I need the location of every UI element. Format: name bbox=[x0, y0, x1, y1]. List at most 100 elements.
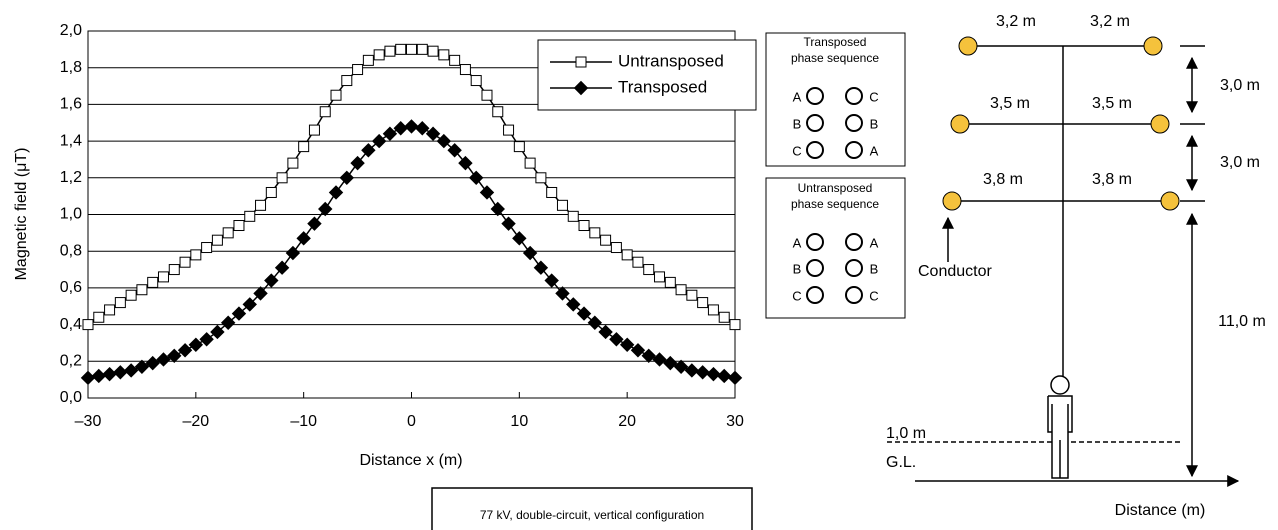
marker bbox=[222, 227, 234, 239]
marker bbox=[610, 242, 622, 254]
marker bbox=[104, 304, 116, 316]
phase-title: phase sequence bbox=[791, 197, 879, 211]
marker bbox=[319, 106, 331, 118]
marker bbox=[654, 271, 666, 283]
dim-label: 3,0 m bbox=[1220, 77, 1260, 94]
marker bbox=[93, 311, 105, 323]
marker bbox=[706, 366, 721, 382]
marker bbox=[641, 348, 656, 364]
marker bbox=[318, 201, 333, 217]
marker bbox=[276, 172, 288, 184]
marker bbox=[459, 64, 471, 76]
marker bbox=[436, 133, 452, 149]
phase-label: C bbox=[792, 143, 801, 158]
marker bbox=[157, 271, 169, 283]
marker bbox=[619, 337, 635, 352]
marker bbox=[145, 355, 160, 371]
phase-circle bbox=[806, 141, 824, 159]
y-tick-label: 1,8 bbox=[60, 59, 82, 76]
marker bbox=[231, 306, 247, 321]
dim-label: 3,2 m bbox=[996, 13, 1036, 30]
marker bbox=[255, 199, 267, 211]
marker bbox=[576, 306, 592, 321]
marker bbox=[501, 216, 516, 231]
marker bbox=[188, 337, 204, 352]
phase-circle bbox=[845, 286, 863, 304]
marker bbox=[468, 170, 484, 186]
phase-circle bbox=[845, 141, 863, 159]
y-tick-label: 0,4 bbox=[60, 316, 82, 333]
marker bbox=[371, 133, 387, 149]
marker bbox=[503, 124, 515, 136]
x-axis-label: Distance x (m) bbox=[359, 452, 462, 469]
phase-label: A bbox=[870, 235, 879, 250]
marker bbox=[274, 260, 290, 275]
marker bbox=[567, 210, 579, 222]
legend-label: Untransposed bbox=[618, 51, 724, 70]
marker bbox=[415, 121, 430, 136]
marker bbox=[438, 49, 450, 61]
marker bbox=[350, 155, 365, 171]
marker bbox=[684, 363, 700, 378]
marker bbox=[686, 289, 698, 301]
y-tick-label: 0,0 bbox=[60, 389, 82, 406]
phase-circle bbox=[806, 114, 824, 132]
marker bbox=[481, 89, 493, 101]
marker bbox=[233, 220, 245, 232]
marker bbox=[298, 141, 310, 153]
phase-box bbox=[765, 32, 906, 167]
marker bbox=[253, 286, 268, 301]
phase-label: B bbox=[793, 261, 802, 276]
tower bbox=[887, 45, 1240, 487]
legend: Untransposed Transposed bbox=[550, 51, 724, 96]
axis-label: Distance (m) bbox=[1115, 502, 1206, 519]
marker bbox=[156, 352, 171, 367]
marker bbox=[242, 297, 257, 312]
phases: A CB BC AA AB BC C bbox=[792, 87, 879, 304]
y-tick-label: 0,2 bbox=[60, 353, 82, 370]
marker bbox=[458, 155, 473, 171]
marker bbox=[630, 343, 646, 358]
conductor-label: Conductor bbox=[918, 263, 992, 280]
phase-label: C bbox=[792, 288, 801, 303]
y-tick-label: 1,2 bbox=[60, 169, 82, 186]
phase-label: C bbox=[869, 288, 878, 303]
phase-label: C bbox=[869, 89, 878, 104]
marker bbox=[544, 273, 559, 288]
marker bbox=[673, 359, 689, 375]
marker bbox=[718, 311, 730, 323]
phase-label: B bbox=[793, 116, 802, 131]
marker bbox=[114, 297, 126, 309]
y-tick-label: 0,8 bbox=[60, 242, 82, 259]
marker bbox=[307, 216, 322, 231]
marker bbox=[664, 276, 676, 288]
marker bbox=[362, 54, 374, 66]
phase-label: A bbox=[793, 89, 802, 104]
conductors bbox=[942, 36, 1180, 211]
note-box bbox=[431, 487, 753, 530]
phase-label: A bbox=[870, 143, 879, 158]
marker bbox=[177, 343, 193, 358]
phase-circle bbox=[806, 87, 824, 105]
marker bbox=[168, 264, 180, 276]
marker bbox=[404, 119, 419, 134]
marker bbox=[296, 231, 311, 246]
y-tick-label: 1,6 bbox=[60, 96, 82, 113]
marker bbox=[416, 43, 428, 55]
phase-title: Transposed bbox=[804, 35, 867, 49]
marker bbox=[524, 157, 536, 169]
marker bbox=[264, 273, 279, 288]
marker bbox=[199, 332, 214, 347]
y-tick-label: 1,4 bbox=[60, 132, 82, 149]
legend-box bbox=[537, 39, 757, 111]
legend-label: Transposed bbox=[618, 77, 707, 96]
marker bbox=[556, 199, 568, 211]
marker bbox=[533, 260, 549, 275]
marker bbox=[643, 264, 655, 276]
marker bbox=[490, 201, 505, 217]
marker bbox=[470, 75, 482, 87]
marker bbox=[287, 157, 299, 169]
phase-circle bbox=[806, 259, 824, 277]
marker bbox=[406, 43, 417, 55]
